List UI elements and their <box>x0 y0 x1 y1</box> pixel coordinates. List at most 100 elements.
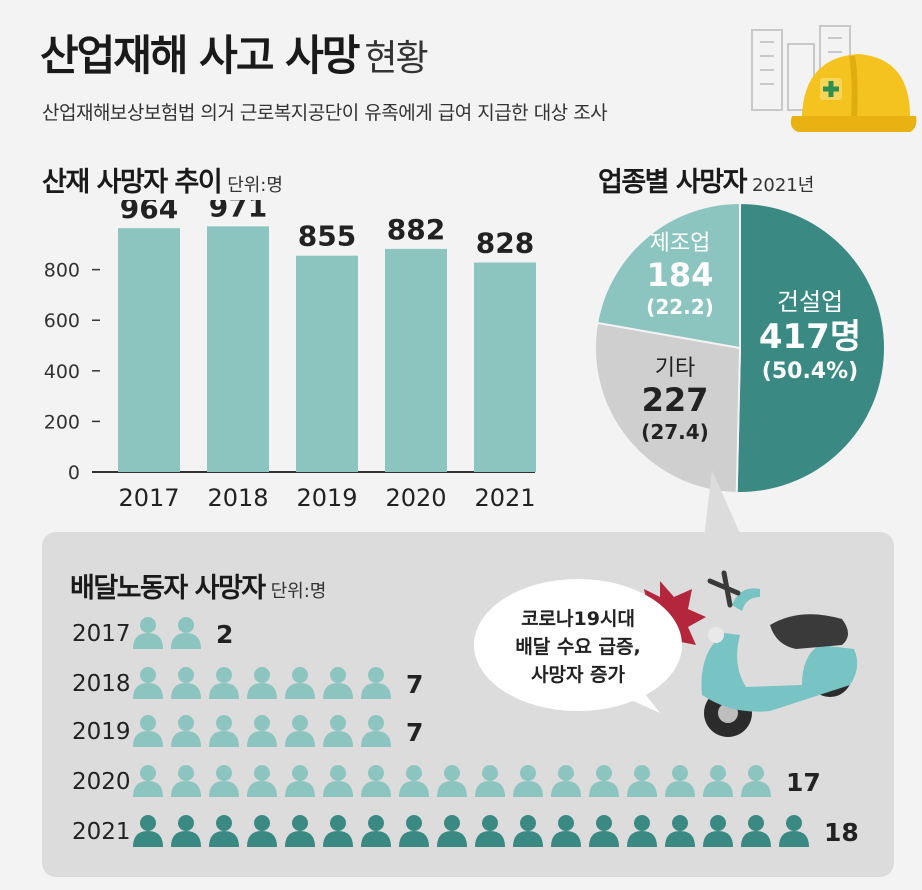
pictogram-year-label: 2018 <box>72 671 131 697</box>
bar-2020 <box>385 248 447 472</box>
person-icon <box>285 715 315 747</box>
person-icon <box>741 815 771 847</box>
pictogram-count-label: 7 <box>406 670 423 699</box>
person-icon <box>171 617 201 649</box>
person-icon <box>247 815 277 847</box>
pictogram-count-label: 7 <box>406 718 423 747</box>
person-icon <box>437 765 467 797</box>
bar-2019 <box>296 255 358 472</box>
pictogram-count-label: 17 <box>786 768 821 797</box>
bar-x-tick-label: 2017 <box>118 484 179 512</box>
pie-label-value: 184 <box>647 256 714 294</box>
bar-x-tick-label: 2020 <box>385 484 446 512</box>
person-icon <box>171 715 201 747</box>
pictogram-count-label: 18 <box>824 818 859 847</box>
person-icon <box>323 715 353 747</box>
pie-label-value: 227 <box>642 381 709 419</box>
person-icon <box>475 815 505 847</box>
person-icon <box>323 667 353 699</box>
person-icon <box>323 765 353 797</box>
person-icon <box>741 765 771 797</box>
person-icon <box>133 715 163 747</box>
person-icon <box>361 815 391 847</box>
scooter-icon <box>701 570 858 737</box>
bar-y-tick-label: 400 <box>44 361 80 383</box>
pie-label-name: 건설업 <box>777 288 843 316</box>
speech-bubble-and-scooter <box>474 570 858 737</box>
person-icon <box>323 815 353 847</box>
person-icon <box>133 617 163 649</box>
bar-2021 <box>474 262 536 472</box>
person-icon <box>361 715 391 747</box>
bar-y-tick-label: 200 <box>44 411 80 433</box>
page-subtitle: 산업재해보상보험법 의거 근로복지공단이 유족에게 급여 지급한 대상 조사 <box>42 102 608 124</box>
pie-label-value: 417명 <box>759 317 861 357</box>
bubble-line-3: 사망자 증가 <box>530 664 625 686</box>
bubble-line-2: 배달 수요 급증, <box>515 636 641 658</box>
person-icon <box>665 765 695 797</box>
bar-x-tick-label: 2018 <box>207 484 268 512</box>
person-icon <box>133 765 163 797</box>
pie-section-title: 업종별 사망자 2021년 <box>598 167 815 198</box>
delivery-section-unit: 단위:명 <box>270 581 327 602</box>
person-icon <box>209 765 239 797</box>
person-icon <box>133 815 163 847</box>
bar-x-tick-label: 2021 <box>474 484 535 512</box>
person-icon <box>399 765 429 797</box>
delivery-section-title: 배달노동자 사망자 단위:명 <box>70 573 327 604</box>
person-icon <box>171 765 201 797</box>
person-icon <box>627 765 657 797</box>
pictogram-year-label: 2021 <box>72 819 131 845</box>
person-icon <box>551 815 581 847</box>
helmet-illustration <box>751 25 917 132</box>
delivery-deaths-pictogram: 2017 2 2018 7 2019 7 2020 17 2021 18 <box>72 617 859 847</box>
person-icon <box>209 667 239 699</box>
person-icon <box>285 667 315 699</box>
bar-y-tick-label: 0 <box>68 462 80 484</box>
bar-x-tick-label: 2019 <box>296 484 357 512</box>
person-icon <box>209 815 239 847</box>
person-icon <box>779 815 809 847</box>
pie-slice-2 <box>596 201 741 350</box>
person-icon <box>551 765 581 797</box>
bubble-line-1: 코로나19시대 <box>521 608 635 630</box>
person-icon <box>475 765 505 797</box>
person-icon <box>627 815 657 847</box>
bar-value-label: 964 <box>120 200 178 225</box>
person-icon <box>133 667 163 699</box>
page-title-suffix: 현황 <box>364 38 428 79</box>
pie-slice-1 <box>594 321 742 494</box>
person-icon <box>285 765 315 797</box>
person-icon <box>209 715 239 747</box>
bar-y-tick-label: 600 <box>44 310 80 332</box>
pie-section-year: 2021년 <box>751 175 815 196</box>
bar-2018 <box>207 226 269 472</box>
person-icon <box>513 765 543 797</box>
person-icon <box>399 815 429 847</box>
person-icon <box>361 667 391 699</box>
person-icon <box>437 815 467 847</box>
person-icon <box>285 815 315 847</box>
person-icon <box>361 765 391 797</box>
person-icon <box>513 815 543 847</box>
person-icon <box>703 765 733 797</box>
person-icon <box>589 815 619 847</box>
person-icon <box>247 765 277 797</box>
person-icon <box>703 815 733 847</box>
speech-bubble <box>474 579 682 711</box>
bar-y-tick-label: 800 <box>44 260 80 282</box>
person-icon <box>247 715 277 747</box>
bar-section-unit: 단위:명 <box>227 175 283 196</box>
pie-label-percent: (27.4) <box>641 420 709 444</box>
bar-2017 <box>118 228 180 472</box>
person-icon <box>589 765 619 797</box>
pictogram-count-label: 2 <box>216 620 233 649</box>
person-icon <box>247 667 277 699</box>
annual-deaths-bar-chart: 0 200 400 600 800 964 2017 971 2018 855 2019 882 202… <box>44 200 536 512</box>
pictogram-year-label: 2019 <box>72 719 131 745</box>
person-icon <box>171 815 201 847</box>
bar-value-label: 855 <box>298 220 356 253</box>
pictogram-year-label: 2017 <box>72 621 131 647</box>
panel-pointer <box>704 470 742 538</box>
